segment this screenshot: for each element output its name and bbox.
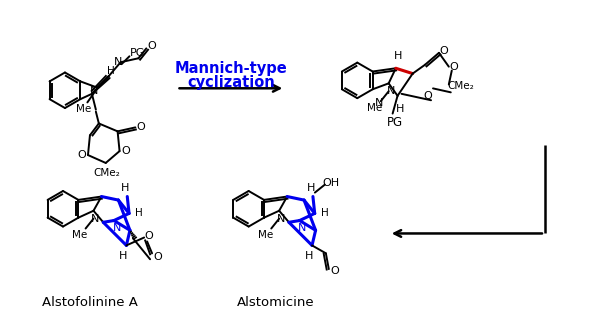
- Text: PG: PG: [386, 116, 403, 129]
- Text: H: H: [321, 208, 328, 218]
- Text: PG: PG: [130, 48, 145, 58]
- Text: Alstomicine: Alstomicine: [236, 296, 314, 309]
- Text: H: H: [135, 208, 143, 218]
- Text: H: H: [121, 183, 130, 193]
- Text: O: O: [424, 91, 433, 101]
- Text: CMe₂: CMe₂: [447, 81, 474, 91]
- Text: Alstofolinine A: Alstofolinine A: [42, 296, 137, 309]
- Text: CMe₂: CMe₂: [94, 168, 120, 178]
- Text: Mannich-type: Mannich-type: [175, 61, 287, 76]
- Text: N: N: [386, 86, 395, 96]
- Text: H: H: [307, 183, 315, 193]
- Text: N: N: [277, 214, 286, 224]
- Text: H: H: [305, 251, 313, 261]
- Text: O: O: [77, 150, 86, 160]
- Text: H: H: [397, 104, 405, 114]
- Text: O: O: [439, 46, 448, 56]
- Text: cyclization: cyclization: [187, 75, 275, 90]
- Text: N: N: [91, 214, 100, 224]
- Text: N: N: [113, 223, 121, 233]
- Text: O: O: [136, 122, 145, 132]
- Text: O: O: [449, 62, 458, 72]
- Text: O: O: [145, 231, 154, 241]
- Text: O: O: [154, 252, 163, 262]
- Text: H: H: [119, 251, 128, 261]
- Text: N: N: [298, 223, 307, 233]
- Text: OH: OH: [322, 178, 339, 188]
- Text: N: N: [374, 98, 383, 108]
- Text: Me: Me: [258, 231, 273, 241]
- Text: O: O: [121, 146, 130, 156]
- Text: H: H: [107, 66, 115, 76]
- Text: N: N: [113, 57, 122, 67]
- Text: Me: Me: [72, 231, 87, 241]
- Text: Me: Me: [367, 103, 382, 113]
- Text: O: O: [147, 41, 155, 51]
- Text: H: H: [394, 51, 402, 61]
- Text: O: O: [331, 266, 339, 276]
- Text: N: N: [90, 85, 98, 95]
- Text: Me: Me: [76, 104, 91, 114]
